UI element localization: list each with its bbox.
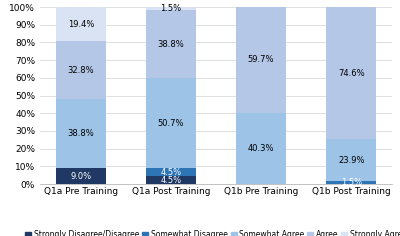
Bar <box>326 7 376 139</box>
Text: 38.8%: 38.8% <box>68 129 94 138</box>
Bar <box>146 10 196 78</box>
Text: 38.8%: 38.8% <box>158 40 184 49</box>
Text: 1.5%: 1.5% <box>160 4 182 13</box>
Bar <box>326 139 376 181</box>
Bar <box>146 168 196 176</box>
Text: 4.5%: 4.5% <box>160 176 182 185</box>
Text: 40.3%: 40.3% <box>248 144 274 153</box>
Text: 50.7%: 50.7% <box>158 119 184 128</box>
Text: 4.5%: 4.5% <box>160 168 182 177</box>
Bar <box>326 181 376 184</box>
Bar <box>56 168 106 184</box>
Text: 9.0%: 9.0% <box>70 172 91 181</box>
Bar <box>236 113 286 184</box>
Bar <box>146 176 196 184</box>
Bar <box>56 42 106 100</box>
Text: 74.6%: 74.6% <box>338 69 364 78</box>
Bar <box>146 7 196 10</box>
Bar <box>56 7 106 42</box>
Text: 59.7%: 59.7% <box>248 55 274 64</box>
Text: 1.5%: 1.5% <box>341 178 362 187</box>
Legend: Strongly Disagree/Disagree, Somewhat Disagree, Somewhat Agree, Agree, Strongly A: Strongly Disagree/Disagree, Somewhat Dis… <box>22 227 400 236</box>
Text: 32.8%: 32.8% <box>68 66 94 75</box>
Text: 19.4%: 19.4% <box>68 20 94 29</box>
Bar <box>146 78 196 168</box>
Text: 23.9%: 23.9% <box>338 156 364 165</box>
Bar <box>236 7 286 113</box>
Bar <box>56 100 106 168</box>
